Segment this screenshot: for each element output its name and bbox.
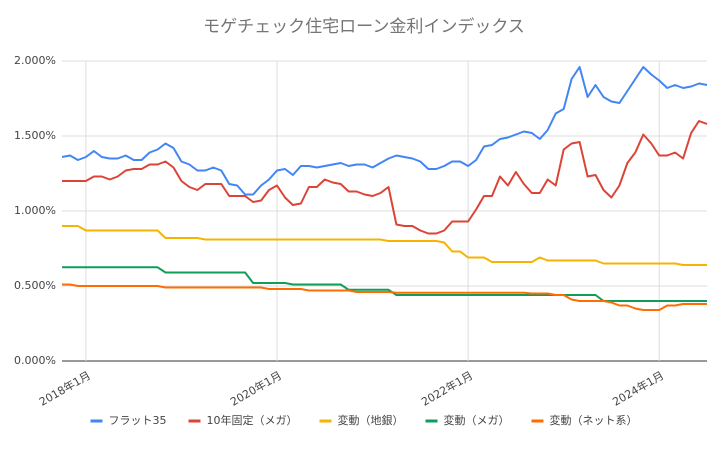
legend: フラット35 10年固定（メガ） 変動（地銀） 変動（メガ） 変動（ネット系） [90, 413, 638, 427]
y-tick-label: 2.000% [14, 54, 56, 67]
series-line [62, 266, 707, 302]
x-tick-label: 2018年1月 [37, 368, 93, 409]
y-tick-label: 1.500% [14, 129, 56, 142]
series-line [62, 120, 708, 235]
legend-label: 10年固定（メガ） [207, 413, 298, 427]
x-tick-label: 2022年1月 [419, 368, 475, 409]
x-tick-label: 2020年1月 [228, 368, 284, 409]
y-tick-label: 1.000% [14, 204, 56, 217]
x-tick-label: 2024年1月 [610, 368, 666, 409]
series-line [62, 225, 707, 266]
legend-label: フラット35 [109, 414, 167, 427]
legend-label: 変動（地銀） [338, 413, 404, 427]
chart-title: モゲチェック住宅ローン金利インデックス [203, 16, 525, 37]
y-tick-label: 0.500% [14, 279, 56, 292]
y-tick-label: 0.000% [14, 354, 56, 367]
series-line [61, 66, 708, 196]
legend-label: 変動（ネット系） [550, 413, 638, 427]
series-line [62, 283, 707, 311]
legend-label: 変動（メガ） [444, 413, 510, 427]
